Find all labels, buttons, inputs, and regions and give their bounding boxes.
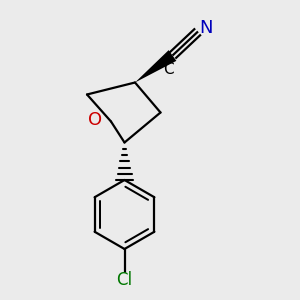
Polygon shape <box>135 50 176 82</box>
Text: Cl: Cl <box>116 271 133 289</box>
Text: O: O <box>88 111 103 129</box>
Text: N: N <box>200 19 213 37</box>
Text: C: C <box>163 61 174 76</box>
